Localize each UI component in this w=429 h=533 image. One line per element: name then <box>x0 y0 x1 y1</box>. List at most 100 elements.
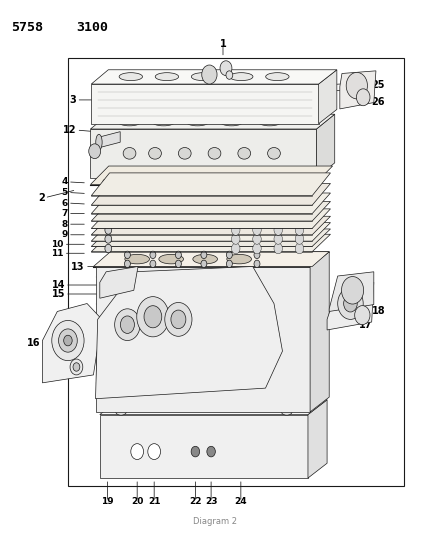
Bar <box>68 58 404 486</box>
Circle shape <box>254 251 260 259</box>
Circle shape <box>356 89 370 106</box>
Circle shape <box>171 310 186 329</box>
Text: 25: 25 <box>372 80 385 90</box>
Ellipse shape <box>238 148 251 159</box>
Circle shape <box>52 320 84 361</box>
Polygon shape <box>96 266 282 399</box>
Polygon shape <box>100 132 120 148</box>
Circle shape <box>124 260 130 268</box>
Circle shape <box>175 251 181 259</box>
Circle shape <box>274 225 282 235</box>
Circle shape <box>226 71 233 79</box>
Text: 1: 1 <box>220 39 227 50</box>
Text: 13: 13 <box>71 262 85 271</box>
Circle shape <box>150 251 156 259</box>
Polygon shape <box>91 223 330 241</box>
Circle shape <box>295 225 304 235</box>
Ellipse shape <box>160 254 186 264</box>
Text: 26: 26 <box>372 96 385 107</box>
Polygon shape <box>96 266 310 412</box>
Circle shape <box>121 316 134 334</box>
Text: 24: 24 <box>235 497 247 506</box>
Circle shape <box>105 235 112 243</box>
Circle shape <box>295 197 304 207</box>
Circle shape <box>341 277 364 304</box>
Circle shape <box>274 197 282 207</box>
Ellipse shape <box>154 179 165 184</box>
Ellipse shape <box>125 254 149 264</box>
Ellipse shape <box>179 179 190 184</box>
Text: 7: 7 <box>61 209 68 218</box>
Circle shape <box>274 216 282 227</box>
Polygon shape <box>91 173 330 196</box>
Circle shape <box>295 186 304 197</box>
Text: 6: 6 <box>62 198 68 207</box>
Polygon shape <box>91 84 319 124</box>
Circle shape <box>105 187 112 196</box>
Polygon shape <box>91 209 330 229</box>
Polygon shape <box>91 216 330 235</box>
Text: 17: 17 <box>359 320 372 330</box>
Ellipse shape <box>230 179 241 184</box>
Circle shape <box>274 186 282 197</box>
Ellipse shape <box>220 117 243 126</box>
Circle shape <box>295 243 304 254</box>
Circle shape <box>274 233 282 244</box>
Ellipse shape <box>262 254 287 264</box>
Text: 12: 12 <box>63 125 76 135</box>
Polygon shape <box>91 201 330 221</box>
Circle shape <box>253 197 261 207</box>
Circle shape <box>207 446 215 457</box>
Polygon shape <box>91 166 332 184</box>
Circle shape <box>253 186 261 197</box>
Circle shape <box>148 443 160 459</box>
Ellipse shape <box>266 72 289 80</box>
Text: 8: 8 <box>62 220 68 229</box>
Text: 3: 3 <box>69 95 76 105</box>
Polygon shape <box>100 266 138 298</box>
Ellipse shape <box>159 254 184 264</box>
Circle shape <box>137 297 169 337</box>
Circle shape <box>59 329 77 352</box>
Circle shape <box>105 226 112 234</box>
Circle shape <box>254 260 260 268</box>
Text: 5758: 5758 <box>11 21 42 34</box>
Ellipse shape <box>194 254 220 264</box>
Text: 9: 9 <box>61 230 68 239</box>
Circle shape <box>232 186 240 197</box>
Polygon shape <box>91 114 335 129</box>
Circle shape <box>150 260 156 268</box>
Polygon shape <box>91 229 330 246</box>
Ellipse shape <box>255 215 280 228</box>
Circle shape <box>105 217 112 225</box>
Circle shape <box>274 206 282 217</box>
Circle shape <box>191 446 199 457</box>
Polygon shape <box>91 129 317 177</box>
Text: 23: 23 <box>205 497 218 506</box>
Ellipse shape <box>178 148 191 159</box>
Circle shape <box>253 243 261 254</box>
Polygon shape <box>308 400 327 478</box>
Ellipse shape <box>119 72 142 80</box>
Circle shape <box>201 251 207 259</box>
Text: 14: 14 <box>51 280 65 290</box>
Circle shape <box>232 216 240 227</box>
Text: 3100: 3100 <box>76 21 109 34</box>
Polygon shape <box>91 183 330 205</box>
Circle shape <box>274 243 282 254</box>
Text: 10: 10 <box>51 240 63 249</box>
Ellipse shape <box>281 409 292 415</box>
Text: 16: 16 <box>27 338 40 348</box>
Circle shape <box>295 216 304 227</box>
Ellipse shape <box>281 179 292 184</box>
Polygon shape <box>319 70 337 124</box>
Circle shape <box>232 243 240 254</box>
Circle shape <box>70 359 83 375</box>
Polygon shape <box>327 282 374 330</box>
Ellipse shape <box>278 220 304 233</box>
Polygon shape <box>42 303 102 383</box>
Circle shape <box>144 306 162 328</box>
Text: 11: 11 <box>51 249 63 258</box>
Circle shape <box>165 302 192 336</box>
Circle shape <box>338 288 363 319</box>
